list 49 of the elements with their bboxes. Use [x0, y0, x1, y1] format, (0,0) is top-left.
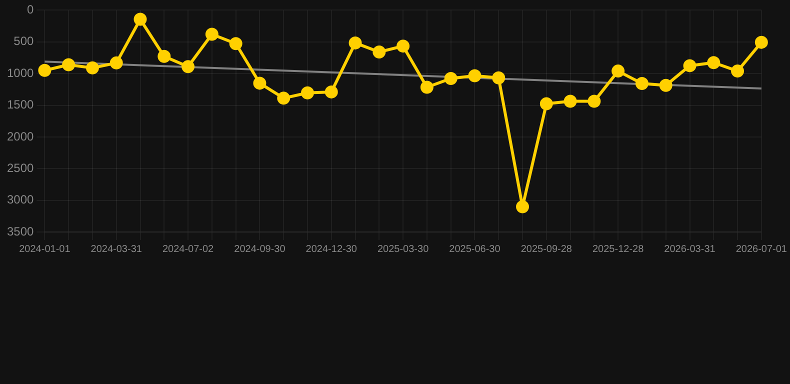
point — [659, 78, 672, 92]
point — [300, 86, 314, 100]
y-tick-label: 0 — [27, 2, 34, 17]
point — [182, 60, 195, 74]
point — [86, 61, 99, 74]
x-tick-label: 2024-12-30 — [306, 244, 358, 255]
point — [754, 36, 768, 49]
x-tick-label: 2025-06-30 — [449, 244, 501, 255]
point — [229, 37, 242, 50]
x-tick-label: 2025-09-28 — [520, 244, 572, 255]
point — [62, 58, 76, 72]
point — [492, 71, 506, 84]
x-tick-label: 2024-01-01 — [19, 244, 71, 255]
point — [468, 69, 482, 82]
point — [731, 64, 744, 78]
point — [444, 72, 458, 86]
point — [564, 94, 577, 108]
point — [635, 77, 648, 90]
y-tick-label: 500 — [14, 34, 34, 48]
point — [324, 85, 338, 98]
x-tick-label: 2026-03-31 — [664, 244, 716, 255]
point — [420, 80, 434, 94]
point — [516, 200, 530, 214]
y-tick-label: 1500 — [6, 98, 34, 112]
point — [158, 50, 171, 63]
x-tick-label: 2024-09-30 — [234, 244, 286, 255]
point — [707, 56, 720, 70]
point — [396, 40, 410, 53]
point — [588, 94, 601, 108]
point — [612, 64, 625, 78]
y-tick-label: 1000 — [6, 66, 34, 80]
point — [253, 76, 266, 90]
point — [110, 56, 123, 70]
point — [134, 12, 147, 26]
x-tick-label: 2024-07-02 — [162, 244, 214, 255]
x-tick-label: 2024-03-31 — [90, 244, 142, 255]
y-tick-label: 3000 — [6, 192, 34, 207]
x-tick-label: 2025-03-30 — [377, 244, 430, 255]
y-tick-label: 3500 — [6, 224, 34, 238]
y-tick-label: 2000 — [6, 129, 34, 144]
x-tick-label: 2026-07-01 — [736, 244, 788, 255]
point — [372, 46, 386, 59]
x-tick-label: 2025-12-28 — [592, 244, 644, 255]
point — [683, 59, 696, 72]
point — [348, 36, 362, 50]
point — [205, 28, 218, 41]
point — [277, 92, 290, 105]
y-tick-label: 2500 — [6, 160, 34, 175]
point — [540, 97, 553, 110]
